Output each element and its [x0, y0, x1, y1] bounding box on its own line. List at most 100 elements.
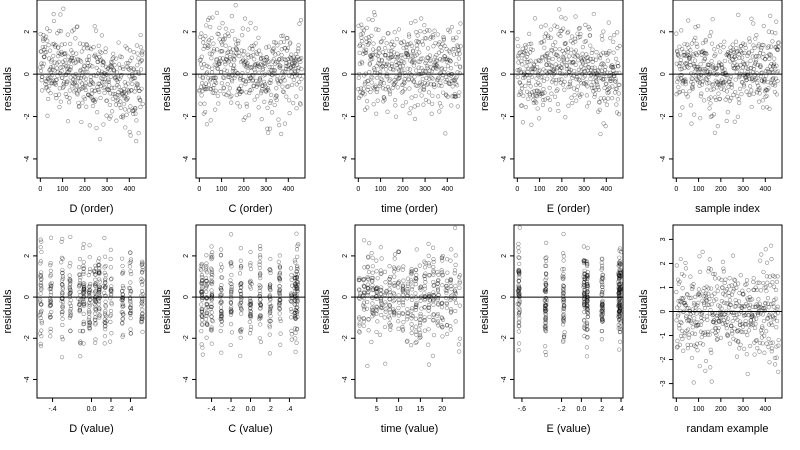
data-point [692, 64, 697, 69]
data-point [728, 309, 733, 315]
data-point [584, 272, 589, 278]
data-point [765, 296, 771, 301]
data-point [239, 306, 244, 312]
data-point [585, 303, 590, 309]
data-point [46, 43, 51, 48]
data-point [561, 306, 566, 311]
data-point [405, 52, 410, 58]
data-point [615, 30, 620, 35]
data-point [219, 313, 225, 318]
data-point [428, 58, 433, 64]
data-point [299, 56, 304, 61]
data-point [689, 320, 694, 325]
data-point [48, 91, 53, 96]
data-point [97, 137, 103, 142]
data-point [760, 325, 765, 331]
data-point [441, 56, 446, 61]
data-point [233, 69, 238, 74]
data-point [674, 263, 679, 268]
data-point [277, 64, 282, 70]
data-point [257, 76, 263, 81]
data-point [294, 305, 299, 310]
data-point [683, 77, 688, 82]
data-point [602, 67, 608, 73]
data-point [423, 68, 428, 73]
data-point [448, 323, 453, 329]
data-point [39, 270, 44, 275]
data-point [294, 340, 299, 345]
data-point [427, 298, 433, 303]
data-point [83, 87, 88, 93]
data-point [370, 287, 375, 293]
data-point [379, 306, 384, 311]
data-point [618, 270, 623, 275]
data-point [112, 63, 117, 68]
data-point [763, 284, 769, 290]
data-point [361, 278, 366, 283]
data-point [536, 89, 542, 94]
data-point [77, 306, 83, 311]
data-point [731, 289, 736, 294]
x-tick-label: 0.0 [87, 406, 97, 413]
data-point [244, 62, 250, 67]
data-point [238, 303, 243, 308]
data-point [132, 105, 138, 111]
data-point [82, 64, 87, 69]
data-point [229, 14, 234, 19]
data-point [752, 45, 757, 50]
data-point [283, 63, 288, 69]
data-point [97, 313, 102, 318]
data-point [745, 371, 750, 377]
data-point [122, 95, 127, 100]
data-point [516, 241, 521, 246]
data-point [422, 297, 427, 303]
data-point [261, 83, 266, 89]
data-point [697, 364, 702, 369]
data-point [422, 259, 427, 264]
data-point [758, 64, 763, 69]
data-point [45, 113, 50, 118]
data-point [383, 52, 389, 58]
data-point [738, 44, 743, 49]
data-point [531, 93, 536, 98]
data-point [114, 78, 119, 83]
data-point [516, 249, 521, 254]
data-point [47, 287, 52, 292]
data-point [139, 276, 144, 281]
data-point [608, 70, 613, 75]
data-point [277, 277, 282, 282]
data-point [358, 291, 363, 296]
data-point [275, 43, 280, 48]
data-point [48, 300, 53, 305]
data-point [745, 296, 750, 301]
data-point [682, 333, 687, 338]
data-point [542, 298, 548, 303]
data-point [695, 348, 700, 353]
data-point [413, 307, 419, 313]
x-tick-label: -.2 [557, 406, 565, 413]
data-point [199, 280, 204, 286]
data-point [676, 77, 682, 82]
data-point [58, 65, 63, 70]
data-point [519, 83, 524, 88]
data-point [527, 50, 533, 55]
data-point [82, 289, 87, 294]
data-point [615, 46, 620, 51]
data-point [63, 92, 68, 97]
data-point [746, 71, 751, 76]
data-point [128, 298, 133, 303]
data-point [452, 297, 457, 302]
data-point [367, 70, 372, 75]
data-point [277, 291, 282, 296]
data-point [617, 300, 622, 306]
data-point [772, 297, 777, 303]
data-point [203, 81, 209, 86]
data-point [600, 316, 605, 322]
data-point [685, 292, 690, 297]
data-point [678, 333, 684, 339]
data-point [408, 58, 413, 63]
data-point [278, 318, 283, 324]
data-point [357, 330, 362, 335]
data-point [735, 65, 740, 70]
data-point [450, 72, 455, 77]
